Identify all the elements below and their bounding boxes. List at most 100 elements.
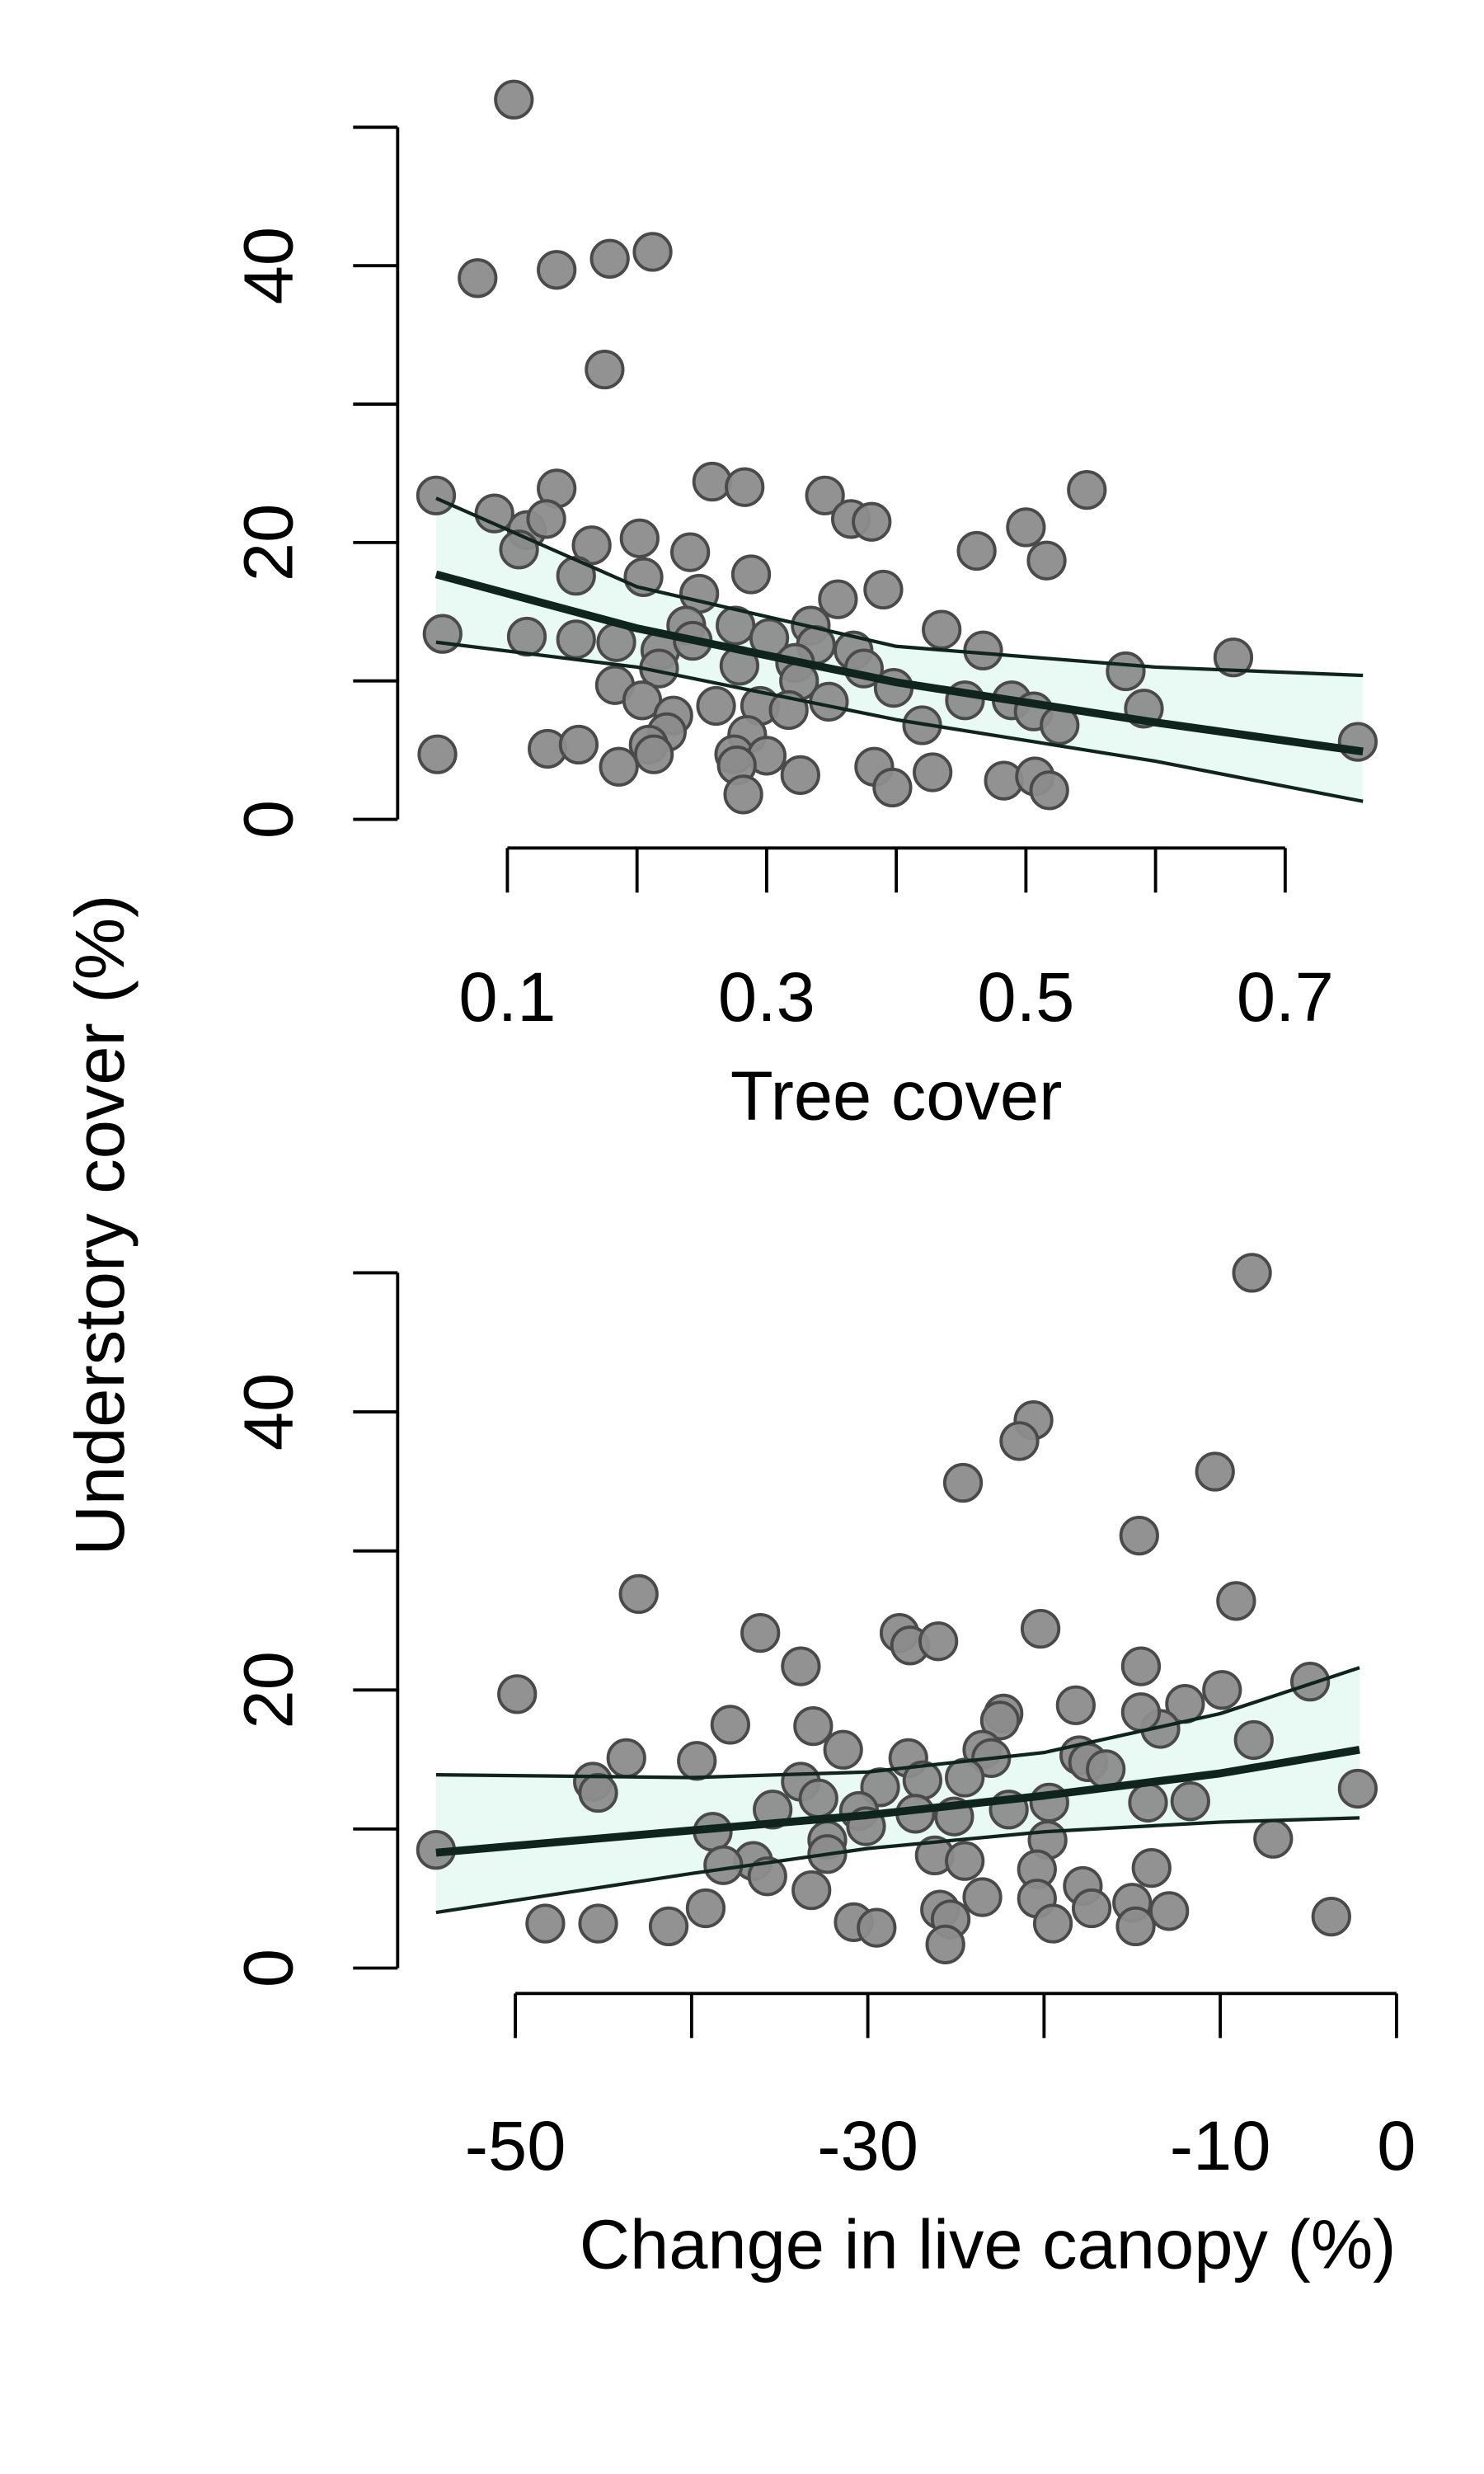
data-point: [710, 1705, 750, 1745]
data-point: [962, 1877, 1003, 1917]
data-point: [1120, 1692, 1162, 1733]
data-point: [633, 734, 674, 774]
data-point: [417, 734, 458, 774]
data-point: [703, 1845, 744, 1885]
data-point: [1233, 1719, 1274, 1761]
data-point: [922, 609, 962, 650]
data-point: [823, 1729, 863, 1770]
data-point: [1216, 1581, 1256, 1621]
data-point: [1106, 651, 1146, 692]
data-point: [945, 1757, 985, 1798]
data-point: [497, 1674, 538, 1714]
fit-line: [434, 570, 1364, 756]
data-point: [622, 680, 663, 721]
data-point: [1029, 770, 1069, 811]
data-point: [606, 1738, 646, 1778]
data-point: [1195, 1451, 1235, 1492]
data-point: [723, 774, 763, 815]
data-point: [1311, 1896, 1351, 1937]
data-point: [747, 1856, 787, 1897]
data-point: [872, 767, 913, 808]
y-tick-label: 20: [228, 1651, 307, 1729]
data-point: [458, 258, 498, 299]
x-tick-label: -10: [1170, 2106, 1271, 2185]
data-point: [422, 614, 463, 654]
x-tick-label: 0: [1377, 2106, 1416, 2185]
data-point: [670, 532, 711, 572]
data-point: [1032, 1903, 1073, 1944]
data-point: [599, 746, 639, 787]
y-tick-label: 0: [228, 1949, 307, 1987]
data-point: [494, 79, 534, 120]
data-point: [857, 1907, 897, 1948]
data-point: [677, 1741, 717, 1781]
data-point: [780, 755, 820, 795]
data-point: [945, 1841, 985, 1881]
data-point: [1232, 1253, 1272, 1293]
data-point: [556, 556, 596, 596]
data-point: [506, 616, 547, 657]
data-point: [685, 1888, 726, 1929]
data-point: [416, 475, 457, 515]
x-axis-label: Change in live canopy (%): [580, 2204, 1397, 2283]
data-point: [696, 685, 736, 727]
x-axis-label: Tree cover: [730, 1056, 1063, 1134]
data-point: [1020, 1608, 1061, 1649]
y-tick-label: 40: [228, 1373, 307, 1451]
x-tick-label: -50: [465, 2106, 566, 2185]
data-point: [1128, 1782, 1168, 1823]
data-point: [1067, 469, 1107, 510]
data-point: [632, 232, 673, 272]
data-point: [791, 1870, 832, 1911]
data-point: [979, 1700, 1021, 1741]
data-point: [1253, 1818, 1294, 1859]
y-tick-label: 0: [228, 800, 307, 839]
data-point: [537, 250, 577, 290]
data-point: [1055, 1685, 1096, 1725]
data-point: [1290, 1662, 1331, 1702]
data-point: [1006, 507, 1046, 548]
data-point: [1119, 1515, 1159, 1556]
data-point: [798, 1778, 838, 1818]
data-point: [648, 1906, 689, 1947]
data-point: [578, 1903, 618, 1944]
data-point: [589, 238, 630, 279]
data-point: [725, 467, 765, 507]
data-point: [781, 1646, 821, 1686]
data-point: [1071, 1888, 1112, 1929]
data-point: [925, 1924, 965, 1964]
data-point: [740, 1613, 781, 1653]
data-point: [1202, 1670, 1242, 1710]
data-point: [525, 1903, 566, 1944]
data-point: [805, 475, 845, 515]
data-point: [793, 1705, 834, 1747]
data-point: [999, 1421, 1040, 1461]
data-point: [1131, 1847, 1172, 1888]
data-point: [1149, 1891, 1190, 1931]
upper-bound-line: [435, 1666, 1360, 1780]
data-point: [1213, 637, 1254, 678]
data-point: [913, 752, 953, 793]
data-point: [585, 349, 625, 390]
data-point: [963, 630, 1003, 670]
data-point: [852, 501, 892, 542]
data-point: [474, 493, 514, 534]
data-point: [558, 724, 599, 765]
data-point: [1337, 1768, 1378, 1809]
x-tick-label: 0.3: [718, 957, 815, 1036]
data-point: [730, 554, 772, 595]
data-point: [942, 1462, 984, 1503]
data-point: [619, 518, 660, 558]
y-axis-label: Understory cover (%): [60, 895, 139, 1556]
lower-bound-line: [435, 640, 1364, 803]
data-point: [863, 569, 904, 610]
data-point: [578, 1772, 618, 1813]
data-point: [692, 461, 732, 502]
y-tick-label: 20: [228, 504, 307, 581]
data-point: [1026, 540, 1067, 581]
y-tick-label: 40: [228, 227, 307, 304]
x-tick-label: 0.7: [1237, 957, 1334, 1036]
confidence-band: [435, 498, 1364, 802]
